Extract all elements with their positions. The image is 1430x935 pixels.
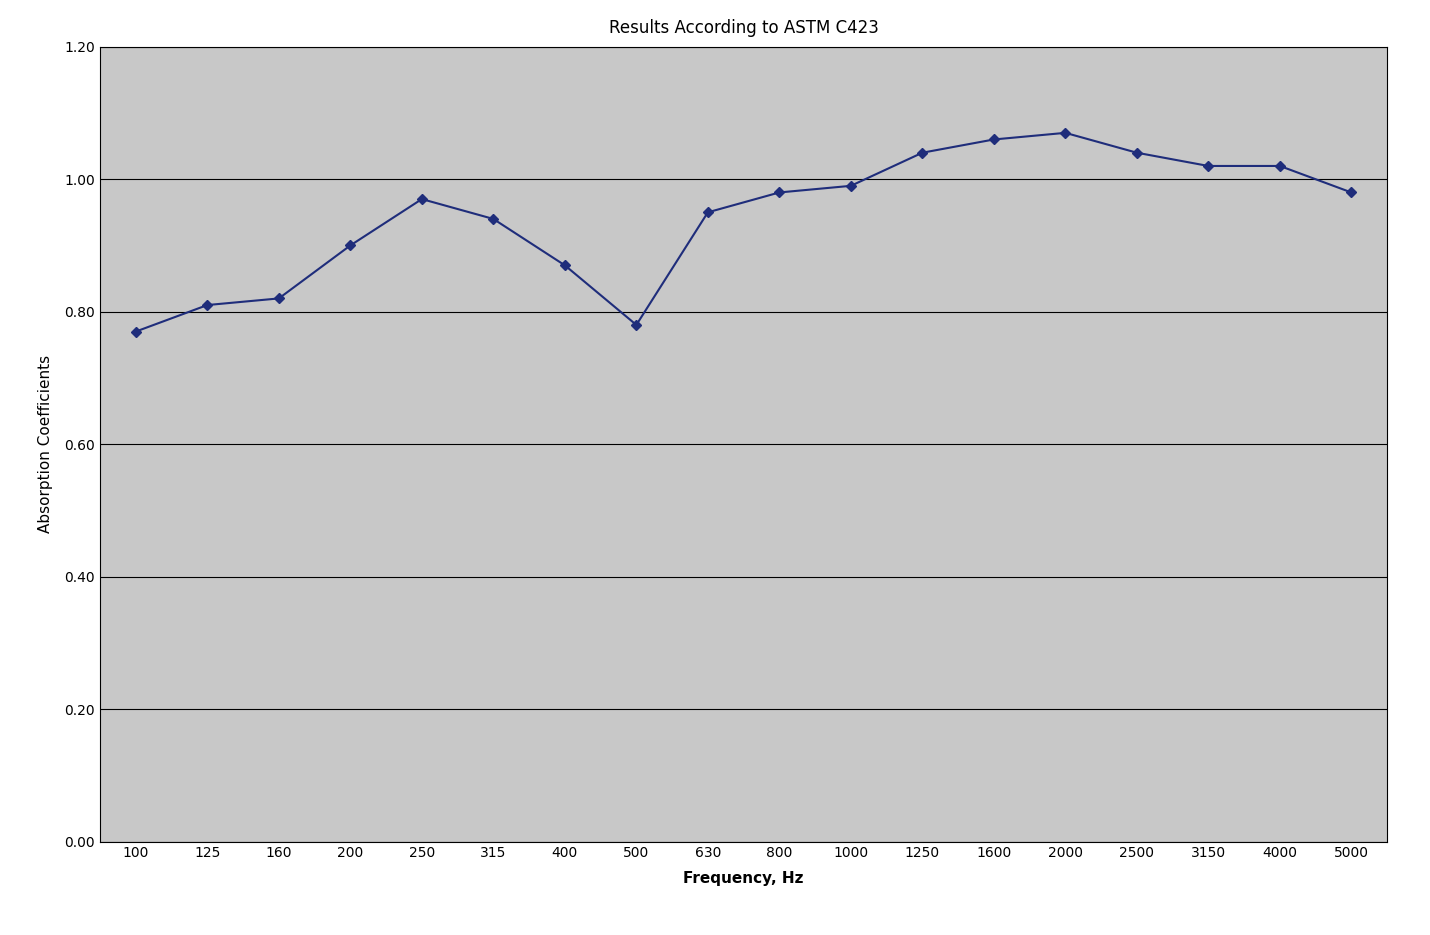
X-axis label: Frequency, Hz: Frequency, Hz [684,871,804,886]
Title: Results According to ASTM C423: Results According to ASTM C423 [609,19,878,36]
Y-axis label: Absorption Coefficients: Absorption Coefficients [39,355,53,533]
